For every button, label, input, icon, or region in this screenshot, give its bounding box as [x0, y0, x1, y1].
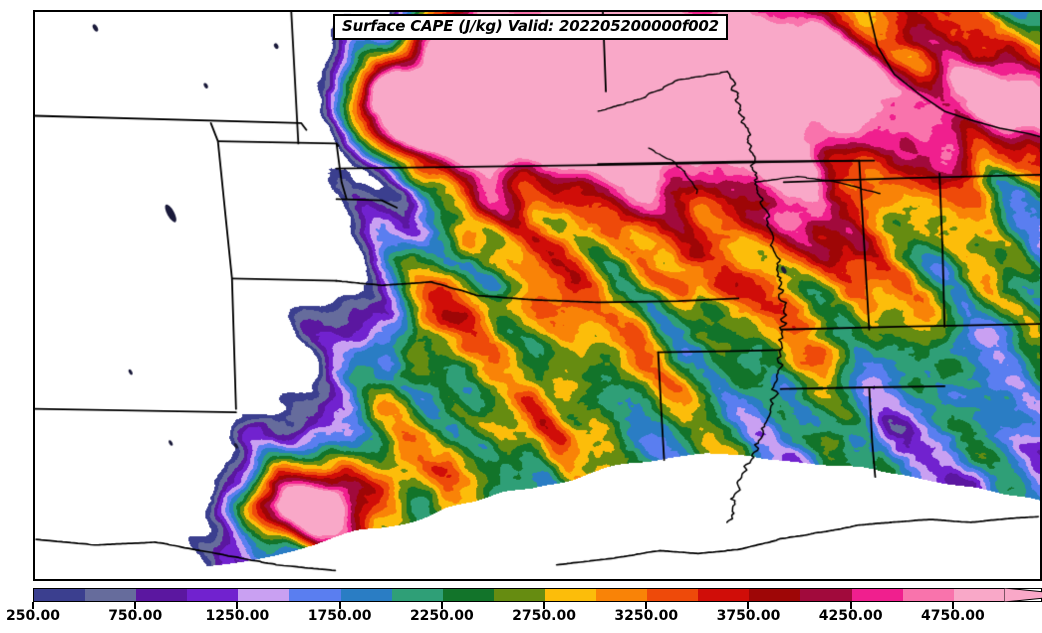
colorbar-tick-labels: 250.00 750.00 1250.00 1750.00 2250.00 2750.00…: [6, 608, 1042, 633]
colorbar-tick: [134, 602, 137, 609]
colorbar-band: [698, 589, 750, 601]
colorbar-tick: [32, 602, 34, 609]
colorbar-tick: [849, 602, 852, 609]
colorbar-band: [442, 589, 494, 601]
colorbar-band: [493, 589, 545, 601]
colorbar-band: [544, 589, 597, 601]
colorbar-band: [902, 589, 954, 601]
colorbar-band: [851, 589, 903, 601]
colorbar-tick: [236, 602, 239, 609]
colorbar-tick: [440, 602, 443, 609]
colorbar-tick-label: 1250.00: [205, 608, 270, 624]
colorbar-band: [647, 589, 699, 601]
cape-contour-map[interactable]: [35, 12, 1040, 579]
colorbar-tick-label: 3250.00: [614, 608, 679, 624]
colorbar-band: [238, 589, 290, 601]
colorbar-tick-label: 750.00: [108, 608, 163, 624]
colorbar-tick-label: 250.00: [5, 608, 61, 624]
colorbar-band: [596, 589, 648, 601]
colorbar-tick: [951, 602, 954, 609]
colorbar-band: [289, 589, 341, 601]
colorbar-band: [340, 589, 392, 601]
colorbar-tick-label: 1750.00: [307, 608, 372, 624]
colorbar-band: [953, 589, 1005, 601]
colorbar-tick-label: 3750.00: [716, 608, 781, 624]
colorbar-tick-label: 4750.00: [921, 608, 985, 624]
colorbar-band: [136, 589, 188, 601]
colorbar: 250.00 750.00 1250.00 1750.00 2250.00 2750.00…: [6, 588, 1042, 633]
colorbar-extend-max-arrow: [1004, 588, 1042, 602]
colorbar-band: [34, 589, 86, 601]
colorbar-bands[interactable]: [33, 588, 1042, 602]
colorbar-band: [391, 589, 443, 601]
colorbar-tick: [338, 602, 341, 609]
colorbar-tick-label: 4250.00: [818, 608, 883, 624]
colorbar-band: [749, 589, 801, 601]
colorbar-tick-label: 2750.00: [512, 608, 576, 624]
colorbar-tick: [645, 602, 648, 609]
colorbar-ticks: [32, 602, 1042, 609]
colorbar-tick: [543, 602, 546, 609]
colorbar-band: [85, 589, 137, 601]
colorbar-band: [187, 589, 239, 601]
map-panel[interactable]: [33, 10, 1042, 581]
colorbar-tick: [747, 602, 750, 609]
colorbar-band: [800, 589, 852, 601]
colorbar-tick-label: 2250.00: [409, 608, 474, 624]
map-title: Surface CAPE (J/kg) Valid: 202205200000f…: [333, 14, 728, 41]
